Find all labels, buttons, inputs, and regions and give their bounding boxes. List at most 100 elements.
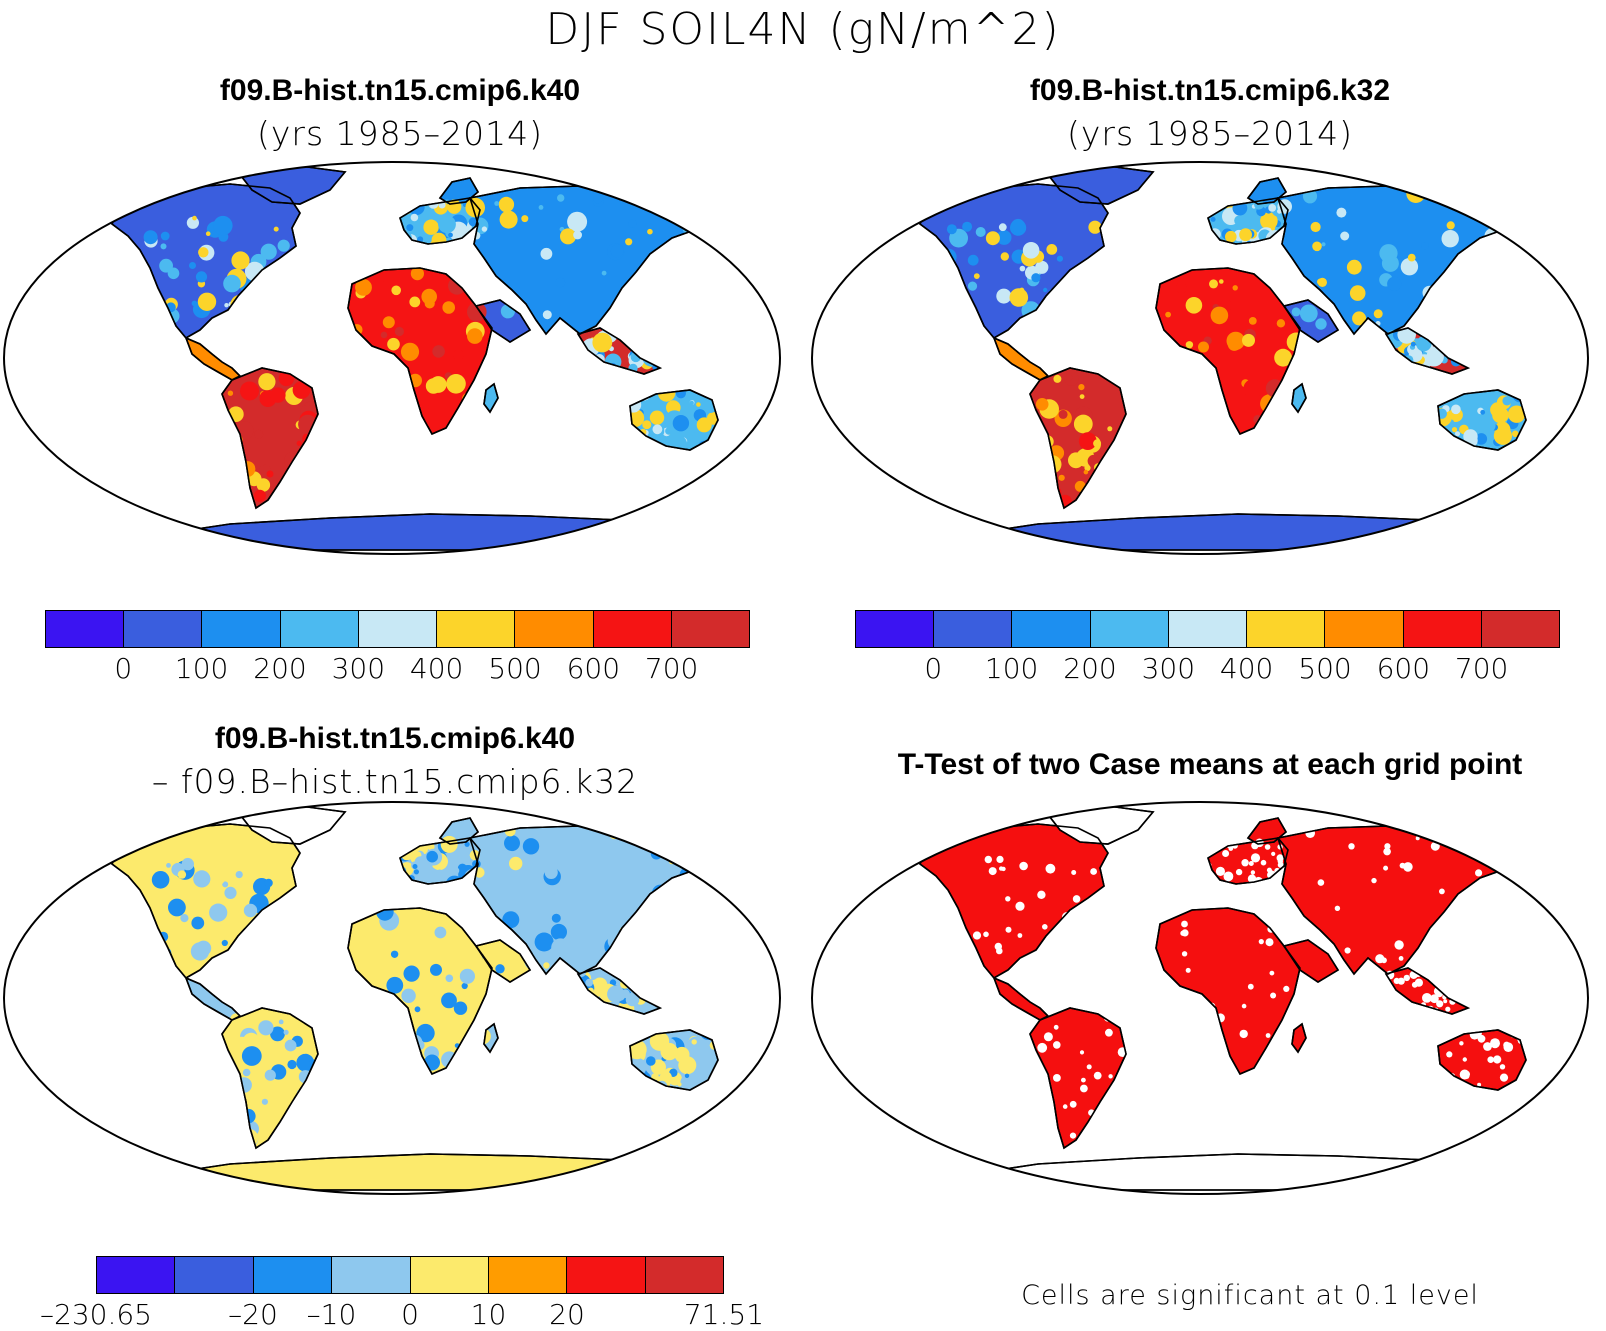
colorbar-swatch (253, 1257, 333, 1293)
field-cell (400, 342, 420, 361)
field-cell (693, 203, 711, 221)
field-cell (1079, 1050, 1085, 1055)
field-cell (394, 326, 404, 337)
field-cell (1456, 349, 1467, 360)
field-cell (1457, 991, 1467, 1001)
field-cell (1451, 976, 1460, 985)
colorbar-tick-label: 600 (566, 652, 621, 685)
field-cell (235, 439, 240, 445)
field-cell (292, 493, 307, 508)
field-cell (210, 870, 225, 886)
field-cell (1170, 379, 1187, 397)
field-cell (1042, 1091, 1051, 1100)
field-cell (1037, 890, 1046, 899)
field-cell (1502, 396, 1512, 406)
field-cell (551, 938, 570, 957)
land-nz (1545, 1088, 1559, 1119)
field-cell (652, 424, 663, 435)
field-cell (625, 992, 640, 1007)
field-cell (1040, 435, 1054, 449)
field-cell (253, 489, 266, 502)
coastline (1437, 1029, 1527, 1091)
field-cell (459, 968, 475, 984)
map-top-left (3, 161, 781, 555)
field-cell (1265, 938, 1274, 947)
field-cell (1232, 285, 1238, 291)
field-cell (522, 838, 540, 855)
field-cell (1317, 879, 1325, 886)
land-camerica (184, 336, 242, 381)
field-cell (691, 1039, 697, 1045)
field-cell (189, 262, 196, 269)
field-cell (1321, 242, 1326, 247)
coastline (576, 327, 662, 375)
field-cell (1069, 1132, 1077, 1139)
field-cell (1400, 258, 1419, 276)
field-cell (192, 215, 197, 221)
field-cell (1457, 1082, 1462, 1088)
field-cell (1450, 340, 1461, 351)
field-cell (1010, 218, 1026, 234)
field-cell (430, 963, 442, 976)
field-cell (550, 923, 568, 941)
land-camerica (184, 976, 242, 1021)
field-cell (423, 404, 430, 410)
field-cell (460, 419, 481, 440)
colorbar-tick-label: 10 (470, 1298, 507, 1331)
colorbar-swatch (567, 1257, 646, 1293)
field-cell (1487, 1056, 1494, 1063)
colorbar-swatch (97, 1257, 176, 1293)
field-cell (967, 281, 978, 291)
field-cell (414, 856, 427, 869)
field-cell (1379, 244, 1398, 263)
field-cell (1212, 200, 1218, 206)
field-cell (1019, 861, 1028, 871)
field-cell (1204, 201, 1213, 210)
field-cell (1389, 352, 1410, 373)
field-cell (1317, 278, 1324, 286)
field-cell (619, 323, 633, 338)
field-cell (453, 1001, 468, 1015)
field-cell (424, 871, 434, 881)
field-cell (665, 954, 685, 974)
field-cell (1462, 933, 1468, 938)
field-cell (357, 1004, 367, 1014)
field-cell (645, 338, 658, 351)
field-cell (1475, 869, 1483, 877)
map-border (3, 801, 781, 1195)
field-cell (621, 972, 626, 978)
field-cell (1235, 868, 1243, 876)
field-cell (1289, 925, 1296, 933)
field-cell (1511, 383, 1531, 403)
field-cell (475, 1028, 491, 1045)
coastline (1155, 267, 1301, 436)
significance-note: Cells are significant at 0.1 level (1021, 1280, 1479, 1311)
field-cell (403, 965, 420, 982)
colorbar-tick-label: 500 (1298, 652, 1352, 685)
field-cell (628, 329, 636, 336)
field-cell (461, 982, 468, 990)
field-cell (678, 1056, 697, 1075)
map-bottom-right (811, 801, 1589, 1195)
coastline (737, 1088, 751, 1119)
field-cell (448, 232, 453, 238)
colorbar-swatch (1090, 611, 1169, 647)
figure-title: DJF SOIL4N (gN/m^2) (545, 4, 1061, 55)
field-cell (1075, 308, 1091, 324)
field-cell (1065, 373, 1073, 381)
field-cell (384, 1000, 393, 1009)
field-cell (1348, 843, 1355, 850)
field-cell (1409, 364, 1417, 372)
field-cell (534, 932, 554, 952)
colorbar-tick-label: 300 (1141, 652, 1196, 685)
colorbar-tick-label: 700 (1454, 652, 1509, 685)
colorbar-tick-label: –230.65 (40, 1298, 152, 1331)
map-top-right (811, 161, 1589, 555)
field-cell (1459, 1041, 1464, 1046)
field-cell (474, 281, 489, 296)
field-cell (413, 869, 419, 875)
field-cell (1489, 847, 1499, 857)
field-cell (223, 274, 241, 293)
field-cell (576, 354, 597, 375)
field-cell (397, 201, 404, 207)
